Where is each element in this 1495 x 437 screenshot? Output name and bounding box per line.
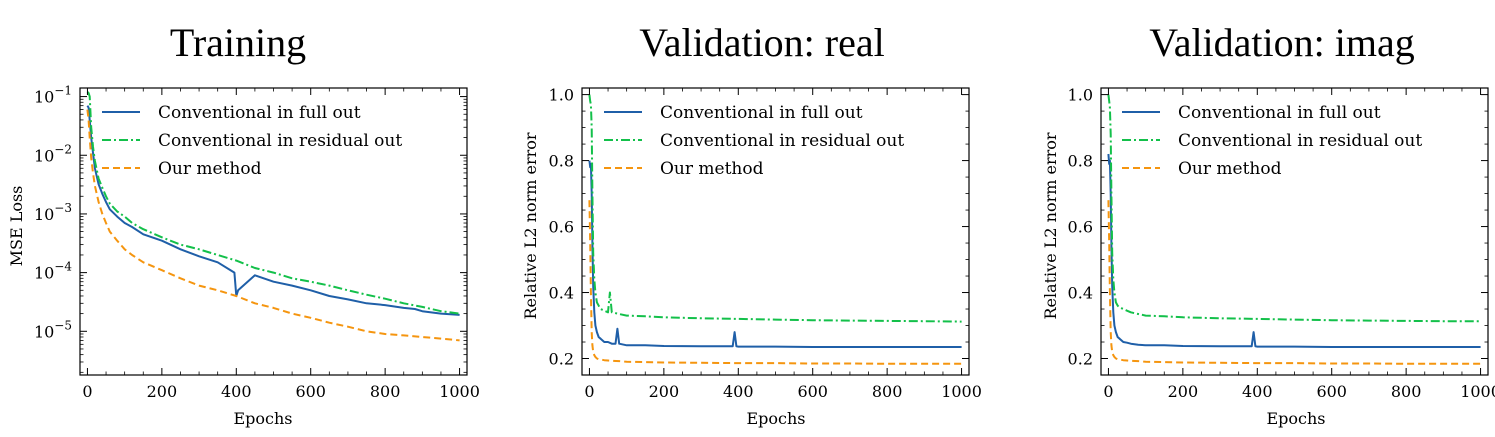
chart-title: Training: [170, 20, 306, 65]
x-axis-label: Epochs: [746, 409, 805, 428]
series-line-ours: [1107, 200, 1481, 365]
legend: Conventional in full out Conventional in …: [604, 103, 904, 179]
y-axis-label: Relative L2 norm error: [1041, 132, 1060, 319]
y-tick-label: 0.6: [549, 218, 574, 237]
x-tick-label: 1000: [1460, 382, 1495, 401]
legend-label: Our method: [1178, 159, 1282, 179]
x-tick-label: 800: [872, 382, 903, 401]
x-tick-label: 600: [797, 382, 828, 401]
x-tick-label: 800: [1391, 382, 1422, 401]
series-line-residual: [86, 91, 460, 315]
x-tick-label: 400: [723, 382, 754, 401]
x-tick-label: 800: [370, 382, 401, 401]
x-tick-label: 0: [82, 382, 92, 401]
y-axis-label: Relative L2 norm error: [521, 132, 540, 319]
x-tick-label: 1000: [941, 382, 982, 401]
x-tick-label: 400: [221, 382, 252, 401]
y-tick-label: 0.2: [1068, 350, 1093, 369]
legend-label: Conventional in full out: [1178, 103, 1381, 123]
legend: Conventional in full out Conventional in …: [102, 103, 402, 179]
legend: Conventional in full out Conventional in …: [1122, 103, 1422, 179]
panel-validation-imag: Validation: imag Epochs Relative L2 norm…: [1041, 20, 1495, 428]
x-tick-label: 200: [649, 382, 680, 401]
y-tick-label: 0.4: [1068, 284, 1093, 303]
legend-label: Conventional in residual out: [1178, 131, 1422, 151]
x-tick-label: 600: [295, 382, 326, 401]
legend-label: Conventional in residual out: [158, 131, 402, 151]
series-line-residual: [1107, 94, 1481, 323]
legend-label: Our method: [660, 159, 764, 179]
chart-title: Validation: real: [639, 20, 884, 65]
chart-title: Validation: imag: [1149, 20, 1415, 65]
x-tick-label: 1000: [439, 382, 480, 401]
panel-training: Training Epochs MSE Loss 0 200 400 600 800 10…: [7, 20, 480, 428]
legend-label: Conventional in residual out: [660, 131, 904, 151]
series-line-residual: [588, 94, 962, 323]
x-tick-label: 200: [1168, 382, 1199, 401]
y-tick-label: 10−2: [34, 142, 72, 165]
legend-label: Our method: [158, 159, 262, 179]
series-line-ours: [86, 109, 460, 342]
x-axis-label: Epochs: [1266, 409, 1325, 428]
x-tick-label: 400: [1242, 382, 1273, 401]
series-line-ours: [588, 200, 962, 365]
x-tick-label: 0: [1103, 382, 1113, 401]
series-line-full: [588, 160, 962, 348]
y-tick-label: 10−1: [34, 84, 72, 107]
y-tick-label: 0.2: [549, 350, 574, 369]
x-axis-label: Epochs: [233, 409, 292, 428]
x-tick-label: 200: [147, 382, 178, 401]
y-tick-label: 0.8: [1068, 152, 1093, 171]
y-tick-label: 10−5: [34, 318, 72, 341]
legend-label: Conventional in full out: [660, 103, 863, 123]
series-line-full: [86, 105, 460, 316]
series-line-full: [1107, 153, 1481, 348]
x-tick-label: 0: [584, 382, 594, 401]
legend-label: Conventional in full out: [158, 103, 361, 123]
y-tick-label: 0.4: [549, 284, 574, 303]
y-tick-label: 10−4: [34, 260, 72, 283]
y-tick-label: 0.6: [1068, 218, 1093, 237]
panel-validation-real: Validation: real Epochs Relative L2 norm…: [521, 20, 982, 428]
y-tick-label: 10−3: [34, 201, 72, 224]
y-tick-label: 1.0: [1068, 86, 1093, 105]
y-axis-label: MSE Loss: [7, 186, 26, 267]
x-tick-label: 600: [1316, 382, 1347, 401]
y-tick-label: 0.8: [549, 152, 574, 171]
y-tick-label: 1.0: [549, 86, 574, 105]
